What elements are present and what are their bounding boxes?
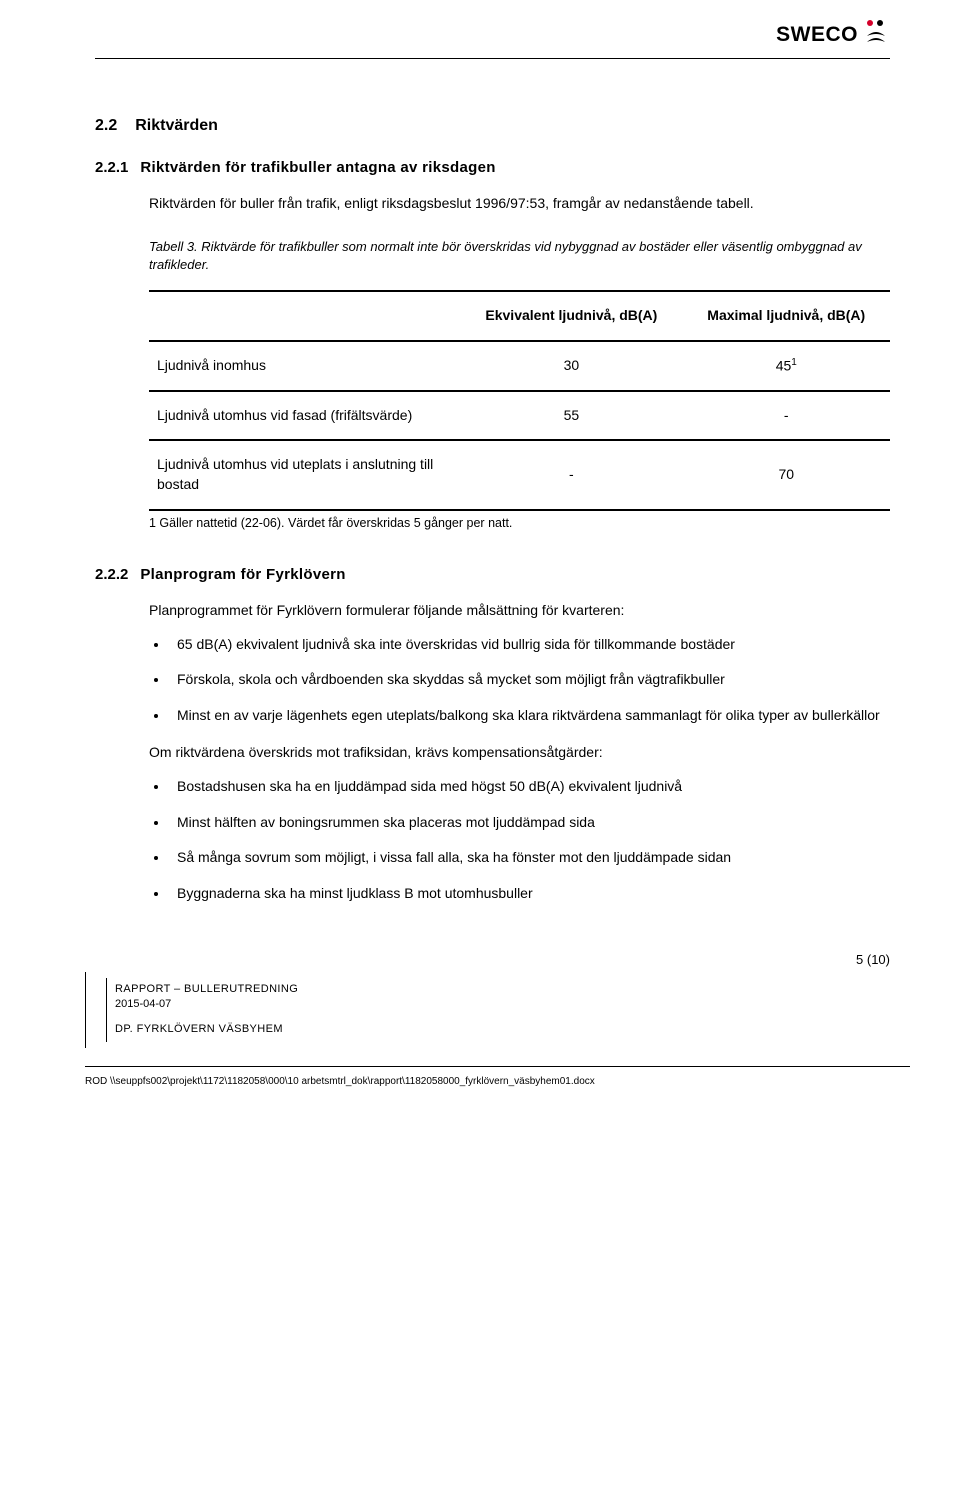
section-number: 2.2	[95, 115, 117, 137]
table-row: Ljudnivå utomhus vid fasad (frifältsvärd…	[149, 391, 890, 441]
table-row: Ljudnivå utomhus vid uteplats i anslutni…	[149, 440, 890, 509]
table-cell: Ljudnivå inomhus	[149, 341, 460, 391]
list-item: Bostadshusen ska ha en ljuddämpad sida m…	[169, 777, 890, 797]
list-item: Förskola, skola och vårdboenden ska skyd…	[169, 670, 890, 690]
subsection-2-heading: 2.2.2 Planprogram för Fyrklövern	[95, 564, 890, 585]
page-footer: repo001.docx 2012-03-2914 5 (10) RAPPORT…	[29, 951, 910, 1088]
subsection-2-intertext: Om riktvärdena överskrids mot trafiksida…	[149, 743, 890, 763]
subsection-1-intro: Riktvärden för buller från trafik, enlig…	[149, 194, 890, 214]
bullet-list-b: Bostadshusen ska ha en ljuddämpad sida m…	[169, 777, 890, 903]
riktvarden-table: Ekvivalent ljudnivå, dB(A) Maximal ljudn…	[149, 290, 890, 511]
list-item: Minst en av varje lägenhets egen uteplat…	[169, 706, 890, 726]
table-cell: 55	[460, 391, 682, 441]
list-item: Minst hälften av boningsrummen ska place…	[169, 813, 890, 833]
table-caption-text: Riktvärde för trafikbuller som normalt i…	[149, 239, 862, 272]
header-logo-row: SWECO	[95, 0, 890, 58]
logo-icon	[862, 18, 890, 52]
subsection-1-title: Riktvärden för trafikbuller antagna av r…	[140, 157, 495, 178]
footer-rule	[85, 1066, 910, 1067]
page-count: 5 (10)	[29, 951, 910, 969]
subsection-2-intro: Planprogrammet för Fyrklövern formulerar…	[149, 601, 890, 621]
footer-report-title: RAPPORT – BULLERUTREDNING	[115, 982, 910, 997]
table-cell: -	[683, 391, 890, 441]
footer-filepath: ROD \\seuppfs002\projekt\1172\1182058\00…	[85, 1075, 910, 1089]
footer-date: 2015-04-07	[115, 997, 910, 1012]
subsection-2-number: 2.2.2	[95, 564, 128, 585]
subsection-1-heading: 2.2.1 Riktvärden för trafikbuller antagn…	[95, 157, 890, 178]
table-cell: 30	[460, 341, 682, 391]
table-header-row: Ekvivalent ljudnivå, dB(A) Maximal ljudn…	[149, 291, 890, 341]
table-cell: 451	[683, 341, 890, 391]
bullet-list-a: 65 dB(A) ekvivalent ljudnivå ska inte öv…	[169, 635, 890, 726]
table-cell: 70	[683, 440, 890, 509]
table-footnote: 1 Gäller nattetid (22-06). Värdet får öv…	[149, 515, 890, 533]
table-col3-header: Maximal ljudnivå, dB(A)	[683, 291, 890, 341]
table-caption-label: Tabell 3.	[149, 239, 198, 254]
subsection-1-number: 2.2.1	[95, 157, 128, 178]
section-title: Riktvärden	[135, 115, 218, 137]
logo-text: SWECO	[776, 20, 858, 49]
table-cell: -	[460, 440, 682, 509]
table-cell: Ljudnivå utomhus vid fasad (frifältsvärd…	[149, 391, 460, 441]
table-row: Ljudnivå inomhus 30 451	[149, 341, 890, 391]
footer-project: DP. FYRKLÖVERN VÄSBYHEM	[115, 1022, 910, 1037]
table-col2-header: Ekvivalent ljudnivå, dB(A)	[460, 291, 682, 341]
section-heading: 2.2 Riktvärden	[95, 115, 890, 137]
header-rule	[95, 58, 890, 59]
subsection-2-title: Planprogram för Fyrklövern	[140, 564, 345, 585]
list-item: 65 dB(A) ekvivalent ljudnivå ska inte öv…	[169, 635, 890, 655]
list-item: Så många sovrum som möjligt, i vissa fal…	[169, 848, 890, 868]
table-cell: Ljudnivå utomhus vid uteplats i anslutni…	[149, 440, 460, 509]
list-item: Byggnaderna ska ha minst ljudklass B mot…	[169, 884, 890, 904]
table-caption: Tabell 3. Riktvärde för trafikbuller som…	[149, 238, 890, 274]
